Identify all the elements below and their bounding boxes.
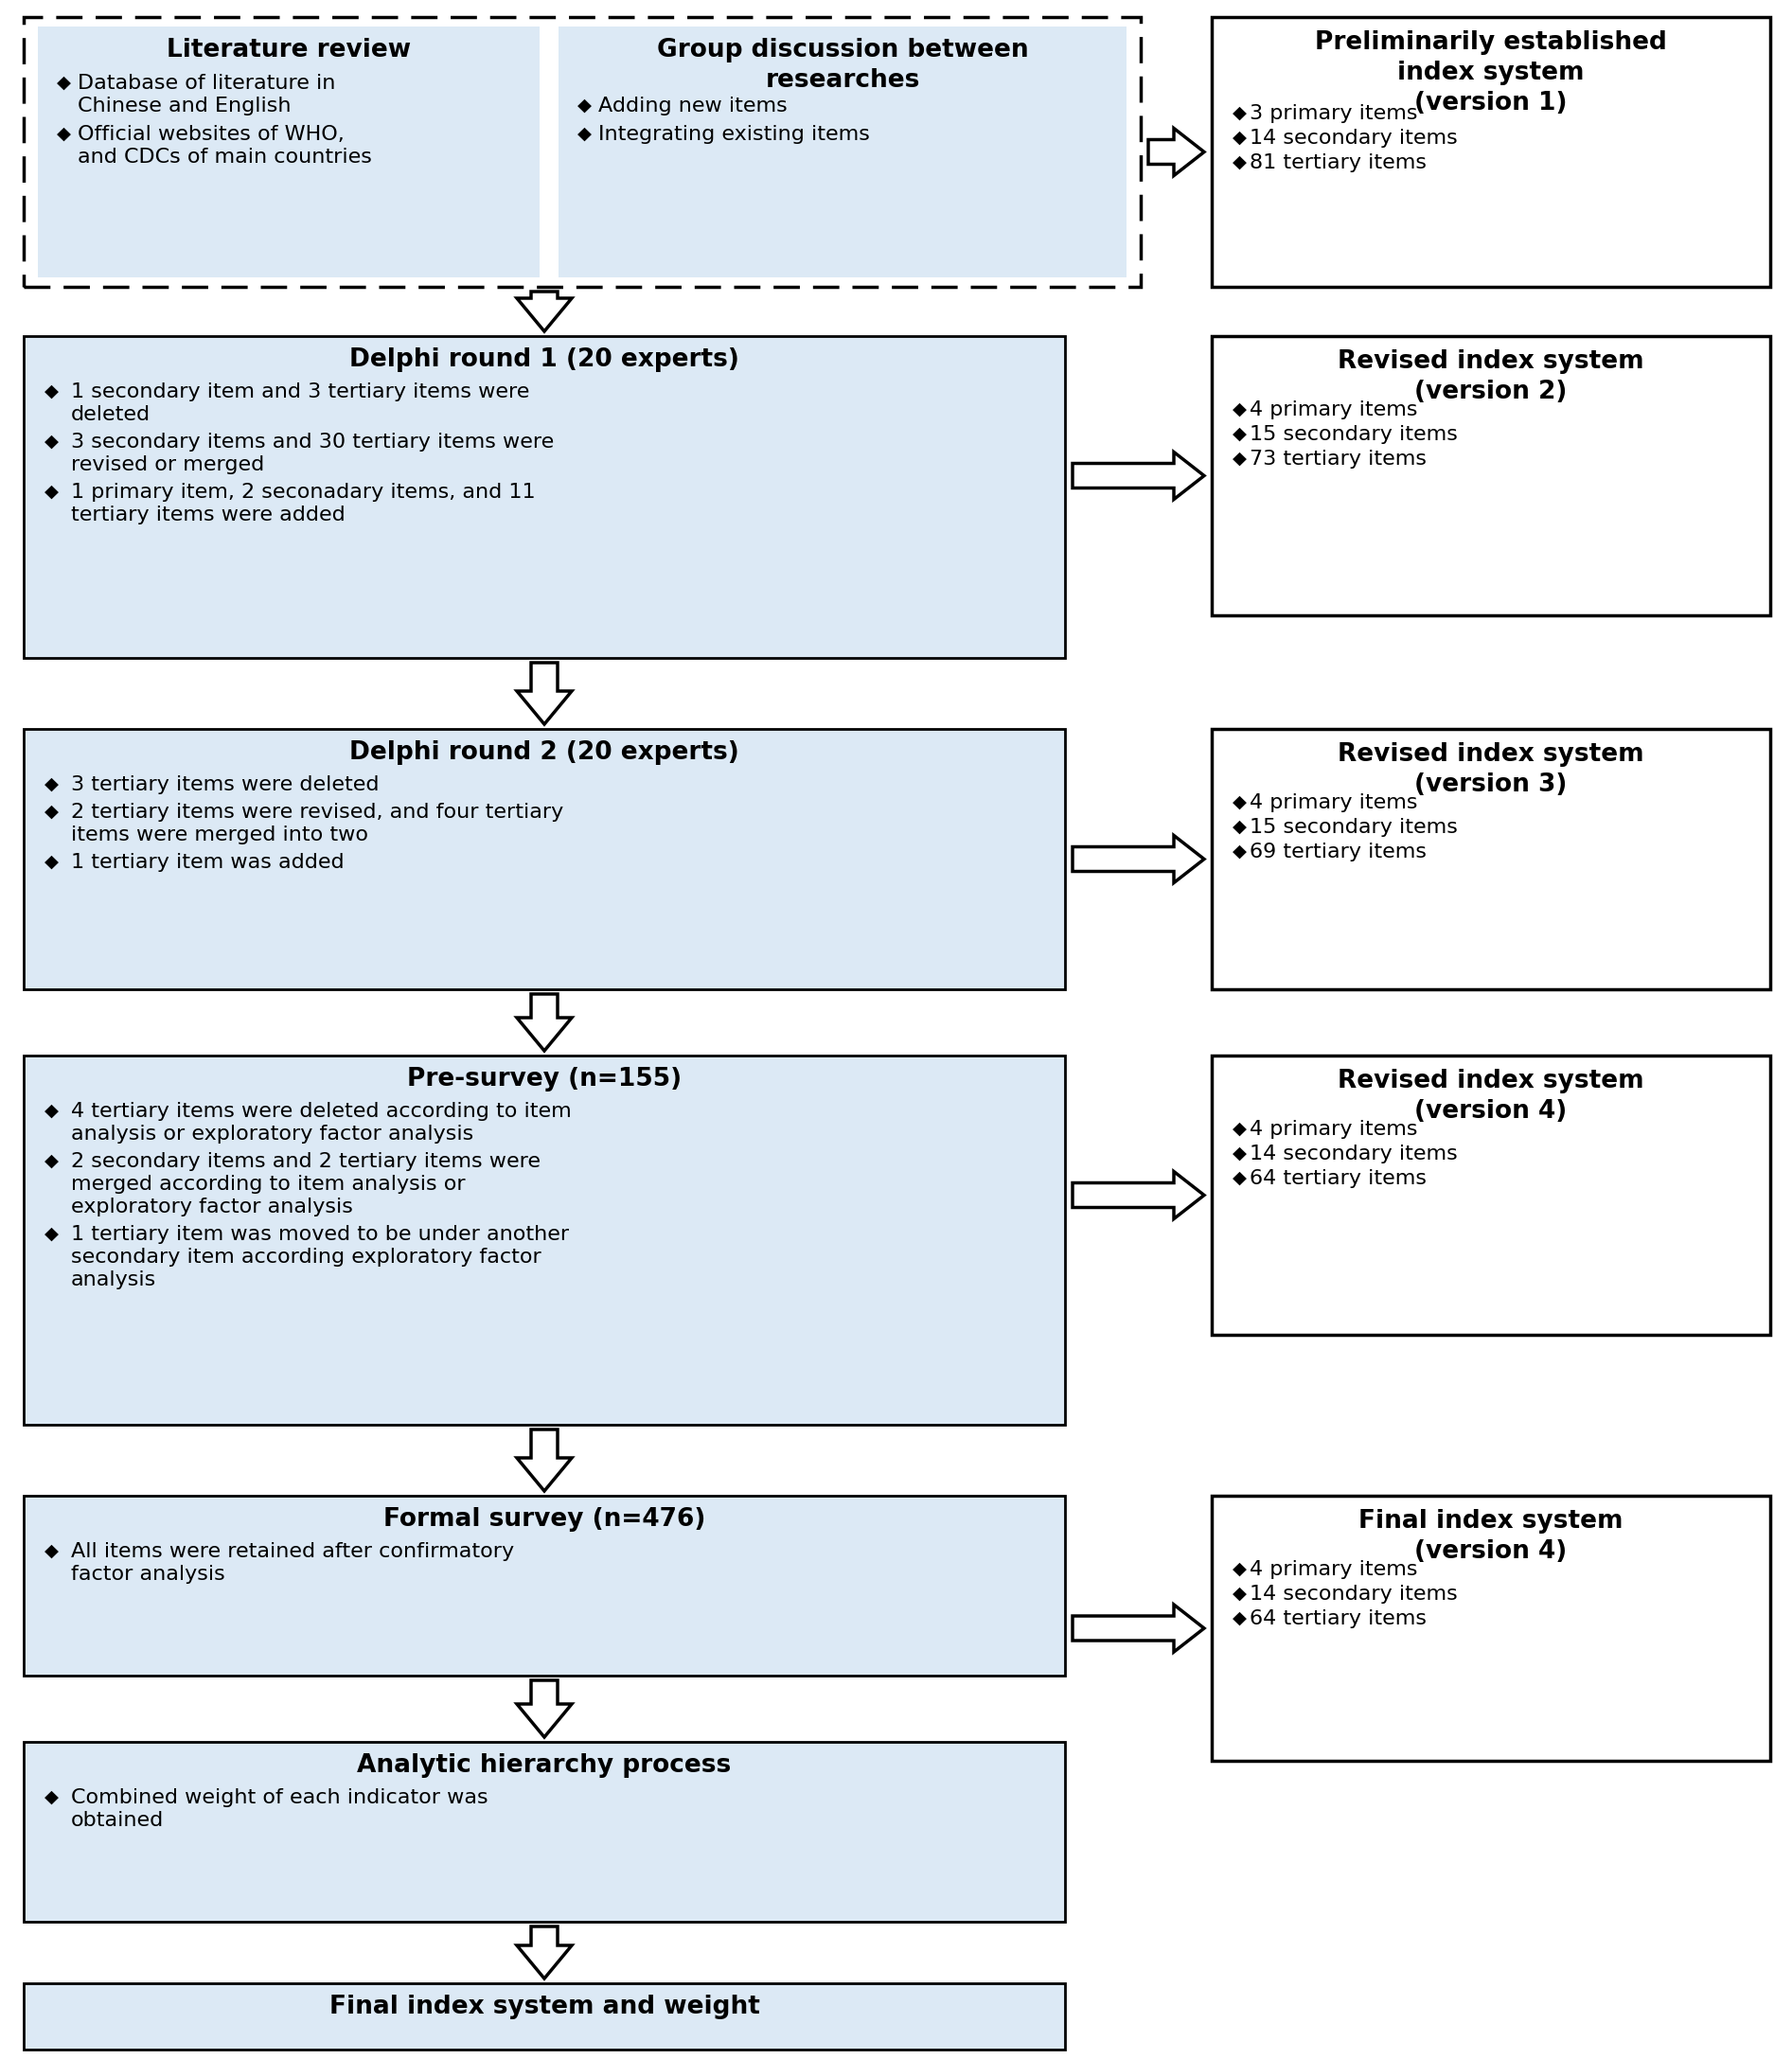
Text: ◆: ◆ [1233, 424, 1247, 443]
Text: 14 secondary items: 14 secondary items [1249, 1585, 1457, 1604]
Text: ◆: ◆ [57, 126, 72, 142]
Text: 4 tertiary items were deleted according to item
analysis or exploratory factor a: 4 tertiary items were deleted according … [72, 1102, 572, 1143]
Text: ◆: ◆ [45, 803, 59, 822]
Text: 69 tertiary items: 69 tertiary items [1249, 842, 1426, 861]
Text: ◆: ◆ [1233, 842, 1247, 861]
Text: ◆: ◆ [1233, 793, 1247, 811]
Bar [23, 1742, 1064, 1921]
Text: Delphi round 1 (20 experts): Delphi round 1 (20 experts) [349, 348, 740, 373]
Text: Revised index system
(version 4): Revised index system (version 4) [1339, 1069, 1643, 1124]
Bar [23, 1495, 1064, 1676]
Text: 1 tertiary item was added: 1 tertiary item was added [72, 852, 344, 871]
Text: ◆: ◆ [1233, 105, 1247, 121]
Polygon shape [516, 994, 572, 1050]
Text: ◆: ◆ [45, 776, 59, 793]
Text: Official websites of WHO,
and CDCs of main countries: Official websites of WHO, and CDCs of ma… [77, 126, 373, 167]
Text: ◆: ◆ [45, 482, 59, 500]
Text: Database of literature in
Chinese and English: Database of literature in Chinese and En… [77, 74, 335, 115]
Text: 15 secondary items: 15 secondary items [1249, 424, 1457, 445]
Bar [1211, 16, 1770, 286]
Text: 4 primary items: 4 primary items [1249, 1120, 1417, 1139]
Text: 1 tertiary item was moved to be under another
secondary item according explorato: 1 tertiary item was moved to be under an… [72, 1225, 570, 1289]
Text: ◆: ◆ [45, 432, 59, 451]
Text: 64 tertiary items: 64 tertiary items [1249, 1170, 1426, 1188]
Text: 2 tertiary items were revised, and four tertiary
items were merged into two: 2 tertiary items were revised, and four … [72, 803, 563, 844]
Text: 1 secondary item and 3 tertiary items were
deleted: 1 secondary item and 3 tertiary items we… [72, 383, 529, 424]
Text: All items were retained after confirmatory
factor analysis: All items were retained after confirmato… [72, 1542, 514, 1583]
Text: Final index system and weight: Final index system and weight [330, 1995, 760, 2020]
Bar [23, 1983, 1064, 2049]
Text: Pre-survey (n=155): Pre-survey (n=155) [407, 1067, 681, 1091]
Bar [1211, 729, 1770, 988]
Text: Preliminarily established
index system
(version 1): Preliminarily established index system (… [1315, 31, 1667, 115]
Polygon shape [1073, 836, 1204, 883]
Bar [23, 336, 1064, 659]
Bar [23, 1056, 1064, 1425]
Text: ◆: ◆ [45, 1153, 59, 1170]
Text: ◆: ◆ [1233, 1610, 1247, 1627]
Polygon shape [516, 663, 572, 725]
Bar [23, 16, 1142, 286]
Bar [1211, 336, 1770, 616]
Text: ◆: ◆ [1233, 449, 1247, 467]
Text: Analytic hierarchy process: Analytic hierarchy process [357, 1752, 731, 1777]
Text: 14 secondary items: 14 secondary items [1249, 130, 1457, 148]
Text: ◆: ◆ [1233, 1585, 1247, 1602]
Text: ◆: ◆ [57, 74, 72, 93]
Text: ◆: ◆ [45, 1225, 59, 1244]
Bar [1211, 1056, 1770, 1334]
Text: 3 secondary items and 30 tertiary items were
revised or merged: 3 secondary items and 30 tertiary items … [72, 432, 554, 474]
Text: 4 primary items: 4 primary items [1249, 399, 1417, 420]
Polygon shape [516, 1429, 572, 1491]
Text: Final index system
(version 4): Final index system (version 4) [1358, 1509, 1624, 1565]
Text: 3 primary items: 3 primary items [1249, 105, 1417, 124]
Polygon shape [516, 1927, 572, 1979]
Bar [559, 27, 1127, 278]
Text: 15 secondary items: 15 secondary items [1249, 817, 1457, 836]
Text: ◆: ◆ [45, 852, 59, 871]
Polygon shape [1073, 453, 1204, 500]
Polygon shape [1149, 128, 1204, 175]
Text: 4 primary items: 4 primary items [1249, 1561, 1417, 1579]
Text: Revised index system
(version 3): Revised index system (version 3) [1339, 741, 1643, 797]
Text: ◆: ◆ [1233, 1145, 1247, 1163]
Text: Integrating existing items: Integrating existing items [599, 126, 869, 144]
Text: 81 tertiary items: 81 tertiary items [1249, 152, 1426, 173]
Text: ◆: ◆ [1233, 130, 1247, 146]
Text: ◆: ◆ [1233, 1561, 1247, 1577]
Polygon shape [516, 1680, 572, 1738]
Text: ◆: ◆ [1233, 817, 1247, 836]
Bar [1211, 1495, 1770, 1760]
Text: 3 tertiary items were deleted: 3 tertiary items were deleted [72, 776, 380, 795]
Text: 64 tertiary items: 64 tertiary items [1249, 1610, 1426, 1629]
Text: Delphi round 2 (20 experts): Delphi round 2 (20 experts) [349, 741, 740, 764]
Polygon shape [1073, 1172, 1204, 1219]
Text: ◆: ◆ [577, 97, 591, 115]
Text: ◆: ◆ [1233, 1170, 1247, 1188]
Text: Revised index system
(version 2): Revised index system (version 2) [1339, 350, 1643, 404]
Bar [38, 27, 539, 278]
Text: ◆: ◆ [577, 126, 591, 142]
Text: Group discussion between
researches: Group discussion between researches [656, 37, 1029, 93]
Text: 2 secondary items and 2 tertiary items were
merged according to item analysis or: 2 secondary items and 2 tertiary items w… [72, 1153, 541, 1217]
Text: ◆: ◆ [45, 1102, 59, 1120]
Bar [23, 729, 1064, 988]
Text: ◆: ◆ [45, 1542, 59, 1561]
Text: 73 tertiary items: 73 tertiary items [1249, 449, 1426, 469]
Text: ◆: ◆ [45, 383, 59, 399]
Text: 1 primary item, 2 seconadary items, and 11
tertiary items were added: 1 primary item, 2 seconadary items, and … [72, 482, 536, 525]
Text: ◆: ◆ [1233, 399, 1247, 418]
Text: Literature review: Literature review [167, 37, 410, 62]
Text: Combined weight of each indicator was
obtained: Combined weight of each indicator was ob… [72, 1789, 487, 1830]
Text: 14 secondary items: 14 secondary items [1249, 1145, 1457, 1163]
Text: Adding new items: Adding new items [599, 97, 787, 115]
Text: ◆: ◆ [45, 1789, 59, 1806]
Text: Formal survey (n=476): Formal survey (n=476) [383, 1507, 706, 1532]
Text: 4 primary items: 4 primary items [1249, 793, 1417, 811]
Text: ◆: ◆ [1233, 1120, 1247, 1139]
Polygon shape [1073, 1604, 1204, 1651]
Polygon shape [516, 292, 572, 331]
Text: ◆: ◆ [1233, 152, 1247, 171]
